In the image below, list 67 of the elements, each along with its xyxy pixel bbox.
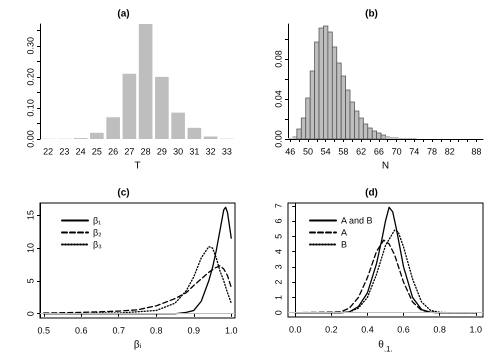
legend-label: B [341,240,348,250]
legend-label: A and B [341,216,373,226]
x-tick-label: 0.0 [288,324,302,334]
y-tick-label: 10 [26,243,36,254]
y-tick-label: 0.20 [26,68,36,86]
x-tick-label: 0.2 [325,324,338,334]
y-tick-label: 0 [26,311,36,316]
x-tick-label: 33 [222,146,232,156]
x-tick-label: 0.6 [74,326,88,336]
y-tick-label: 1 [274,294,284,300]
x-tick-label: 62 [356,146,366,156]
legend-label: A [341,228,348,238]
x-tick-label: 1.0 [470,324,482,334]
y-tick-label: 0.00 [26,130,36,148]
x-tick-label: 23 [59,146,70,156]
x-tick-label: 30 [173,146,184,156]
x-tick-label: 54 [320,146,331,156]
y-tick-label: 2 [274,280,284,285]
y-tick-label: 0.10 [26,99,36,117]
x-tick-label: 0.7 [112,326,126,336]
y-tick-label: 0.30 [26,36,36,55]
x-tick-label: 74 [409,146,420,156]
x-tick-label: 29 [156,146,167,156]
x-tick-label: 26 [108,146,118,156]
x-axis-title: N [382,160,390,172]
x-tick-label: 58 [338,146,348,156]
chart-title: (a) [117,8,130,20]
x-tick-label: 22 [43,146,54,156]
y-tick-label: 0.04 [274,90,284,108]
x-tick-label: 24 [76,146,86,156]
y-tick-label: 0.00 [274,130,284,148]
x-tick-label: 1.0 [224,326,238,336]
x-tick-label: 25 [92,146,102,156]
x-tick-label: 0.6 [397,324,410,334]
x-tick-label: 0.8 [433,324,446,334]
x-tick-label: 66 [374,146,384,156]
x-tick-label: 50 [302,146,313,156]
x-tick-label: 31 [189,146,200,156]
x-tick-label: 0.8 [150,326,163,336]
x-tick-label: 70 [392,146,402,156]
x-tick-label: 0.4 [361,324,374,334]
x-tick-label: 46 [285,146,296,156]
x-tick-label: 27 [124,146,134,156]
y-tick-label: 4 [274,249,284,254]
legend-label: β₁ [93,216,102,226]
chart-title: (b) [365,8,378,20]
x-axis-title: T [134,160,141,172]
y-tick-label: 0.08 [274,50,284,68]
y-tick-label: 5 [26,278,36,284]
x-tick-label: 0.9 [187,326,200,336]
chart-title: (d) [365,188,378,198]
y-tick-label: 0 [274,310,284,316]
y-tick-label: 6 [274,218,284,224]
x-tick-label: 78 [427,146,438,156]
legend-label: β₂ [93,228,102,238]
legend-label: β₃ [93,240,102,250]
x-tick-label: 0.5 [37,326,50,336]
x-axis-title: βᵢ [134,339,142,350]
x-tick-label: 88 [471,146,482,156]
chart-title: (c) [117,188,130,198]
x-tick-label: 82 [444,146,455,156]
x-tick-label: 32 [206,146,216,156]
y-tick-label: 7 [274,203,284,208]
y-tick-label: 3 [274,264,284,270]
y-tick-label: 5 [274,234,284,239]
y-tick-label: 15 [26,210,36,220]
x-tick-label: 28 [140,146,151,156]
